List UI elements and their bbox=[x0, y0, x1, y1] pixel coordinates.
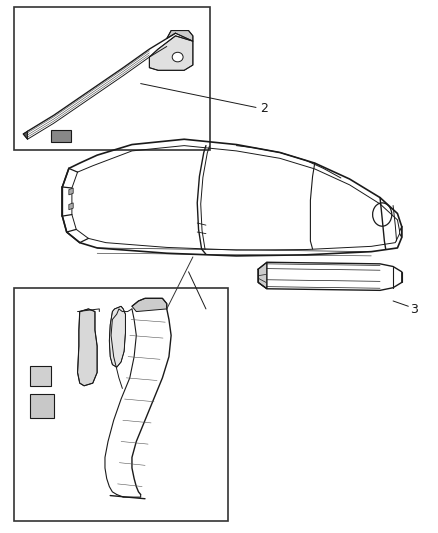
Polygon shape bbox=[23, 131, 28, 139]
Polygon shape bbox=[132, 298, 167, 312]
Polygon shape bbox=[149, 36, 193, 70]
Ellipse shape bbox=[172, 52, 183, 62]
Polygon shape bbox=[69, 188, 73, 195]
Polygon shape bbox=[69, 203, 73, 210]
Bar bbox=[30, 366, 50, 386]
Polygon shape bbox=[78, 309, 97, 386]
Polygon shape bbox=[167, 30, 193, 41]
Bar bbox=[51, 130, 71, 142]
Text: 1: 1 bbox=[206, 312, 214, 325]
Polygon shape bbox=[258, 262, 267, 289]
Bar bbox=[14, 7, 210, 150]
Polygon shape bbox=[110, 306, 125, 367]
Text: 3: 3 bbox=[410, 303, 418, 317]
Bar bbox=[14, 288, 228, 521]
Text: 2: 2 bbox=[260, 102, 268, 115]
Bar bbox=[30, 394, 53, 418]
